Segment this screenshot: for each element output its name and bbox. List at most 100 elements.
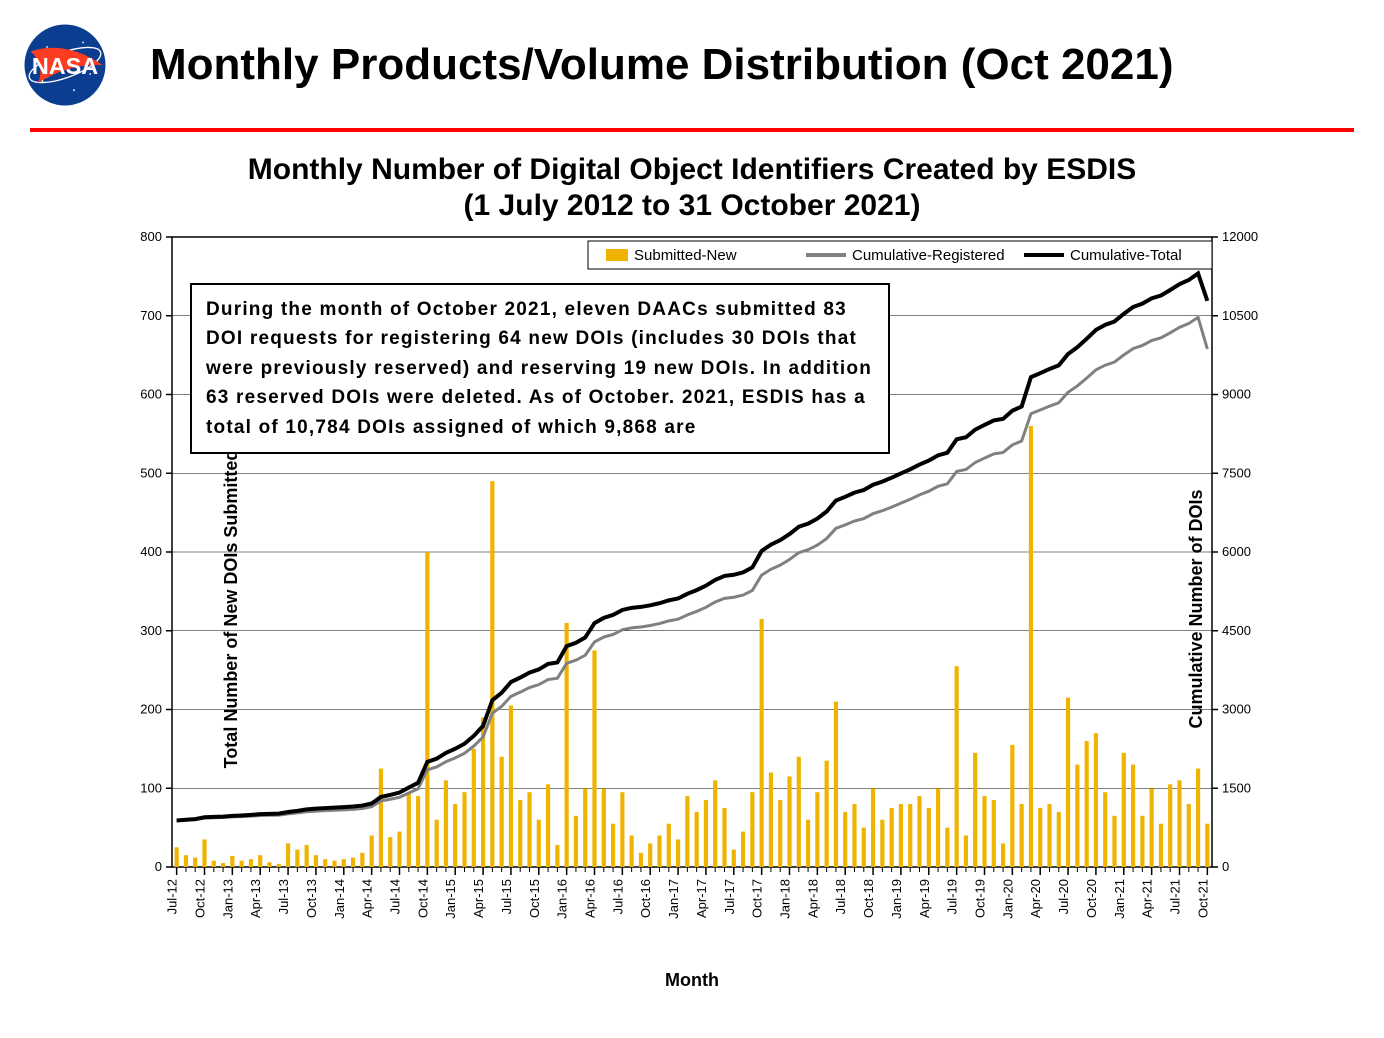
- chart-title: Monthly Number of Digital Object Identif…: [60, 150, 1324, 189]
- bar: [1150, 788, 1154, 867]
- svg-text:Oct-17: Oct-17: [750, 879, 765, 918]
- bar: [825, 761, 829, 867]
- bar: [852, 804, 856, 867]
- bar: [862, 828, 866, 867]
- bar: [193, 858, 197, 867]
- bar: [769, 773, 773, 868]
- svg-text:Jul-13: Jul-13: [276, 879, 291, 914]
- bar: [202, 839, 206, 867]
- bar: [704, 800, 708, 867]
- bar: [1094, 733, 1098, 867]
- svg-text:3000: 3000: [1222, 702, 1251, 717]
- bar: [880, 820, 884, 867]
- bar: [351, 858, 355, 867]
- bar: [843, 812, 847, 867]
- bar: [871, 788, 875, 867]
- bar: [258, 855, 262, 867]
- bar: [184, 855, 188, 867]
- bar: [722, 808, 726, 867]
- bar: [611, 824, 615, 867]
- svg-text:1500: 1500: [1222, 780, 1251, 795]
- chart-wrapper: Total Number of New DOIs Submitted Cumul…: [102, 227, 1282, 991]
- bar: [1085, 741, 1089, 867]
- bar: [899, 804, 903, 867]
- svg-text:Oct-12: Oct-12: [193, 879, 208, 918]
- bar: [750, 792, 754, 867]
- bar: [927, 808, 931, 867]
- bar: [1001, 843, 1005, 867]
- bar: [1103, 792, 1107, 867]
- svg-text:Apr-18: Apr-18: [805, 879, 820, 918]
- svg-text:0: 0: [155, 859, 162, 874]
- bar: [425, 552, 429, 867]
- svg-text:300: 300: [140, 623, 162, 638]
- bar: [685, 796, 689, 867]
- bar: [1122, 753, 1126, 867]
- svg-text:Jul-16: Jul-16: [610, 879, 625, 914]
- bar: [890, 808, 894, 867]
- bar: [834, 702, 838, 867]
- bar: [221, 863, 225, 867]
- bar: [1057, 812, 1061, 867]
- svg-text:100: 100: [140, 780, 162, 795]
- svg-text:Jan-16: Jan-16: [555, 879, 570, 919]
- svg-text:7500: 7500: [1222, 465, 1251, 480]
- bar: [1196, 769, 1200, 867]
- bar: [936, 788, 940, 867]
- svg-text:Apr-14: Apr-14: [360, 879, 375, 918]
- svg-text:Cumulative-Registered: Cumulative-Registered: [852, 247, 1005, 264]
- svg-text:Jan-19: Jan-19: [889, 879, 904, 919]
- bar: [1187, 804, 1191, 867]
- bar: [175, 847, 179, 867]
- svg-text:NASA: NASA: [32, 53, 98, 79]
- bar: [695, 812, 699, 867]
- svg-text:Jul-14: Jul-14: [388, 879, 403, 914]
- title-rule: [30, 128, 1354, 132]
- bar: [295, 850, 299, 867]
- bar: [212, 861, 216, 867]
- bar: [444, 780, 448, 867]
- bar: [1140, 816, 1144, 867]
- svg-text:Apr-13: Apr-13: [248, 879, 263, 918]
- svg-text:12000: 12000: [1222, 229, 1258, 244]
- bar: [1159, 824, 1163, 867]
- chart-subtitle: (1 July 2012 to 31 October 2021): [60, 189, 1324, 223]
- bar: [667, 824, 671, 867]
- svg-text:4500: 4500: [1222, 623, 1251, 638]
- bar: [787, 776, 791, 867]
- bar: [230, 856, 234, 867]
- bar: [657, 836, 661, 868]
- svg-text:800: 800: [140, 229, 162, 244]
- bar: [518, 800, 522, 867]
- svg-text:9000: 9000: [1222, 387, 1251, 402]
- svg-text:600: 600: [140, 387, 162, 402]
- page-title: Monthly Products/Volume Distribution (Oc…: [150, 40, 1174, 90]
- caption-box: During the month of October 2021, eleven…: [190, 283, 890, 454]
- bar: [602, 788, 606, 867]
- svg-text:Jul-20: Jul-20: [1056, 879, 1071, 914]
- svg-text:Jul-17: Jul-17: [722, 879, 737, 914]
- svg-text:10500: 10500: [1222, 308, 1258, 323]
- svg-text:Oct-16: Oct-16: [638, 879, 653, 918]
- bar: [305, 845, 309, 867]
- bar: [713, 780, 717, 867]
- bar: [240, 861, 244, 867]
- bar: [1047, 804, 1051, 867]
- x-axis-label: Month: [102, 970, 1282, 991]
- bar: [945, 828, 949, 867]
- bar: [286, 843, 290, 867]
- bar: [1075, 765, 1079, 867]
- svg-text:Jul-12: Jul-12: [165, 879, 180, 914]
- bar: [1177, 780, 1181, 867]
- svg-text:Jul-15: Jul-15: [499, 879, 514, 914]
- bar: [1205, 824, 1209, 867]
- bar: [1112, 816, 1116, 867]
- bar: [416, 796, 420, 867]
- bar: [1029, 426, 1033, 867]
- bar: [592, 650, 596, 867]
- bar: [527, 792, 531, 867]
- bar: [490, 481, 494, 867]
- svg-text:Jan-21: Jan-21: [1112, 879, 1127, 919]
- bar: [1066, 698, 1070, 867]
- svg-text:Jul-21: Jul-21: [1168, 879, 1183, 914]
